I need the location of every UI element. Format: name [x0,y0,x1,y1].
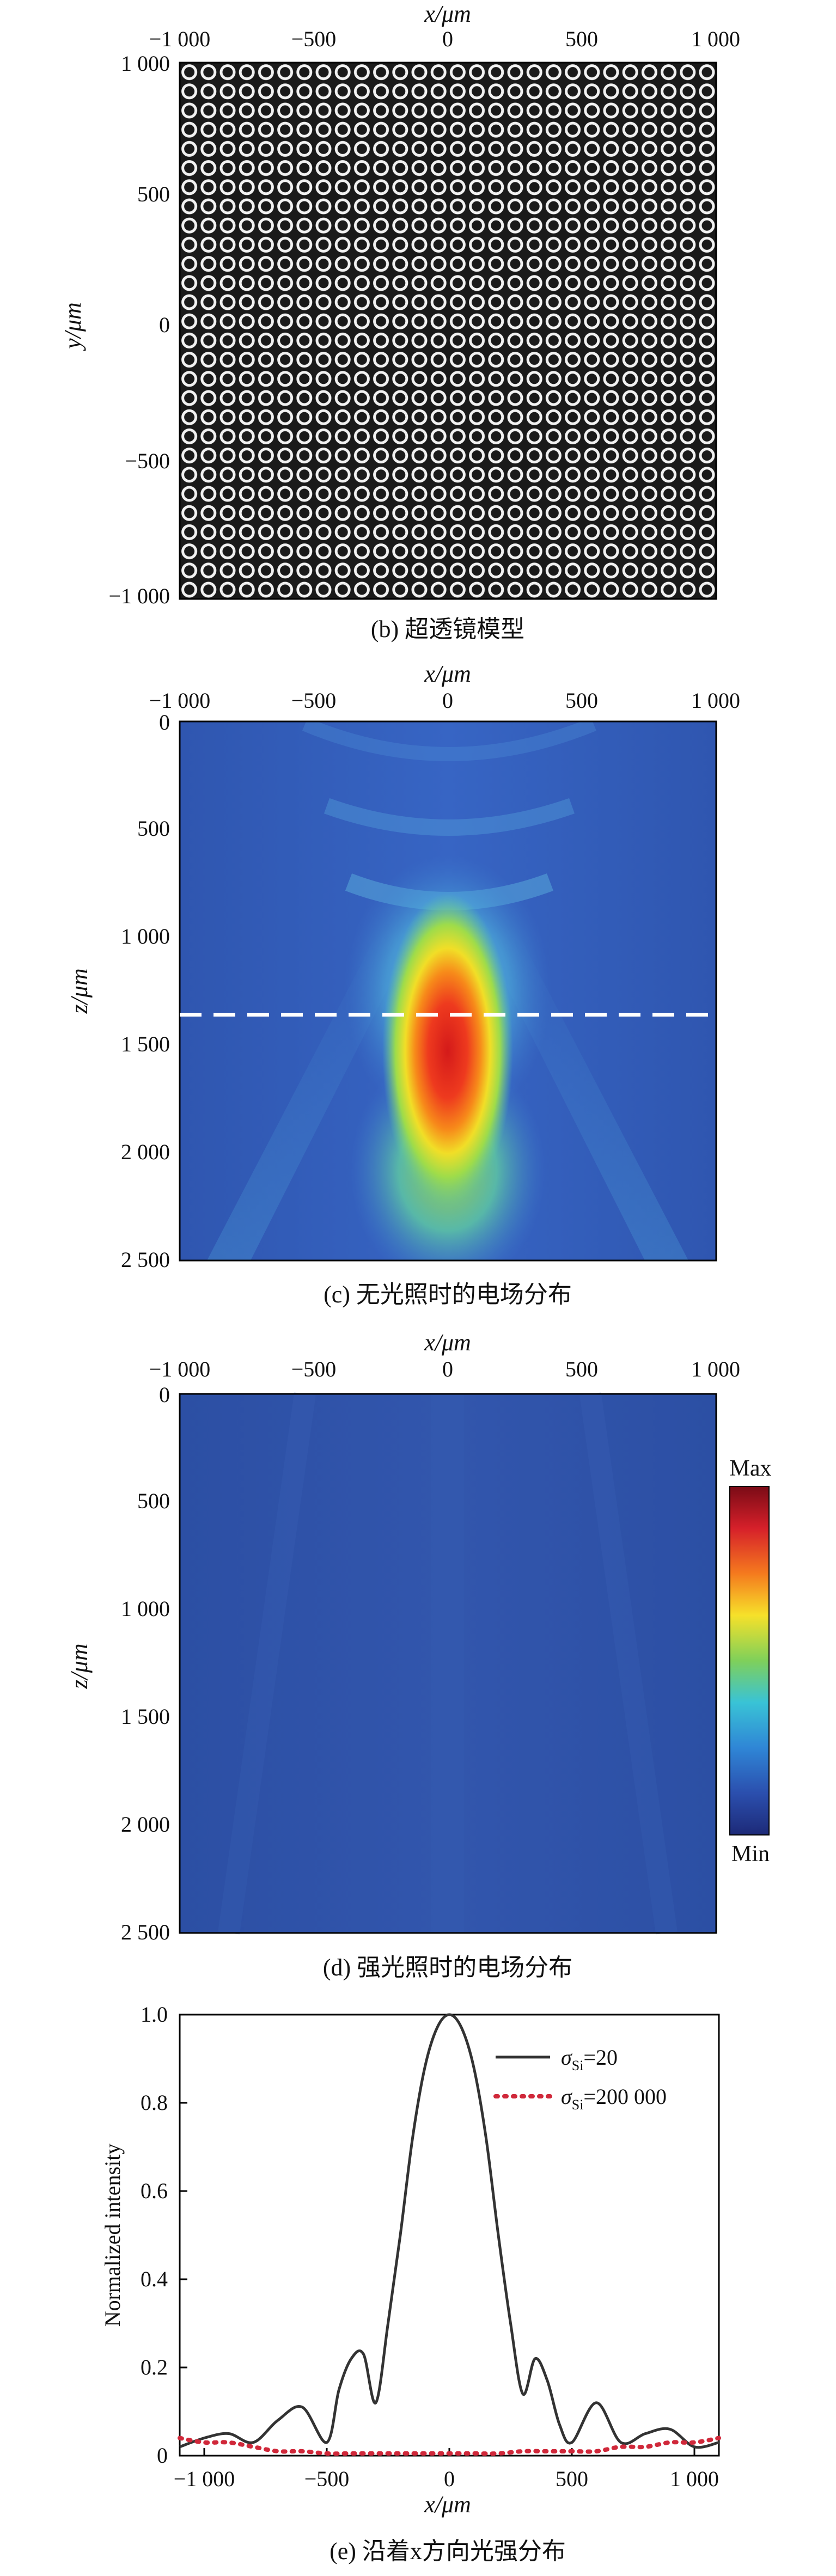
panel-c-caption: (c) 无光照时的电场分布 [324,1281,572,1308]
panel-c-y-ticks: 0 500 1 000 1 500 2 000 2 500 [121,710,170,1272]
legend-1-sigma: σ [561,2045,572,2070]
panel-b-y-tick: 0 [159,313,170,337]
panel-e-y-tick: 0.4 [141,2267,168,2291]
colorbar-max-label: Max [730,1456,772,1481]
panel-e-x-tick: −500 [304,2467,350,2491]
panel-b-x-tick: −500 [291,27,337,51]
legend-2-subscript: Si [572,2097,584,2113]
series-sigma-20-line [179,2013,719,2449]
legend-2-label: σSi=200 000 [561,2084,667,2113]
panel-b-y-tick: −1 000 [108,584,170,608]
panel-e: 1.0 0.8 0.6 0.4 0.2 0 −1 000 −500 0 500 … [100,2002,721,2565]
colorbar [729,1486,770,1835]
panel-e-x-tick: 1 000 [670,2467,719,2491]
panel-c-y-tick: 2 000 [121,1140,170,1164]
panel-d-x-tick: 0 [442,1357,453,1381]
panel-c-frame [179,720,717,1262]
panel-d-caption: (d) 强光照时的电场分布 [323,1954,572,1981]
panel-b-y-tick: −500 [125,449,170,473]
legend-2-sigma: σ [561,2084,572,2109]
panel-e-y-axis-label: Normalized intensity [100,2144,125,2327]
legend-2-value: =200 000 [583,2084,667,2109]
panel-c-y-tick: 0 [159,710,170,735]
field-map-strong-illumination [180,1392,716,1935]
panel-d-frame [179,1393,717,1934]
panel-d-y-tick: 0 [159,1382,170,1407]
panel-e-y-tick: 0 [157,2443,168,2468]
panel-e-frame [179,2014,720,2457]
metalens-model [179,62,717,600]
panel-b-x-axis-label: x/μm [424,1,471,27]
panel-c-x-tick: −500 [291,688,337,713]
panel-d-y-tick: 2 500 [121,1920,170,1944]
panel-d-y-tick: 500 [137,1489,170,1513]
panel-d-x-tick: 1 000 [691,1357,740,1381]
panel-d-y-ticks: 0 500 1 000 1 500 2 000 2 500 [121,1382,170,1944]
panel-d-x-ticks: −1 000 −500 0 500 1 000 [149,1357,740,1381]
panel-b-x-ticks: −1 000 −500 0 500 1 000 [149,27,740,51]
panel-b: x/μm −1 000 −500 0 500 1 000 1 000 500 0… [59,1,740,643]
panel-b-y-tick: 500 [137,182,170,206]
panel-c-y-tick: 1 000 [121,924,170,949]
series-sigma-200000-line [178,2436,721,2456]
panel-c-x-tick: 1 000 [691,688,740,713]
panel-d-y-tick: 1 500 [121,1704,170,1729]
panel-c-y-tick: 1 500 [121,1032,170,1056]
panel-c-x-tick: −1 000 [149,688,211,713]
panel-c-y-tick: 2 500 [121,1247,170,1272]
panel-e-y-ticks: 1.0 0.8 0.6 0.4 0.2 0 [141,2002,168,2468]
panel-c-x-tick: 500 [565,688,598,713]
panel-d-y-tick: 1 000 [121,1596,170,1621]
field-map-no-illumination [180,721,716,1261]
panel-b-x-tick: −1 000 [149,27,211,51]
panel-e-x-axis-label: x/μm [424,2491,471,2518]
panel-d-x-tick: −1 000 [149,1357,211,1381]
panel-e-y-tick: 0.8 [141,2090,168,2115]
panel-e-x-tick: −1 000 [174,2467,235,2491]
legend-1-subscript: Si [572,2058,584,2073]
panel-e-x-ticks: −1 000 −500 0 500 1 000 [174,2467,719,2491]
panel-c-x-tick: 0 [442,688,453,713]
panel-e-y-tick: 0.2 [141,2355,168,2379]
panel-b-y-ticks: 1 000 500 0 −500 −1 000 [108,51,170,608]
panel-d-x-axis-label: x/μm [424,1329,471,1356]
panel-d: x/μm −1 000 −500 0 500 1 000 0 500 1 000… [66,1329,772,1981]
legend-1-value: =20 [583,2045,618,2070]
panel-c-x-ticks: −1 000 −500 0 500 1 000 [149,688,740,713]
panel-e-y-tick: 1.0 [141,2002,168,2027]
legend-1-label: σSi=20 [561,2045,618,2073]
panel-e-x-tick: 500 [556,2467,588,2491]
panel-b-caption: (b) 超透镜模型 [371,616,524,643]
panel-d-y-axis-label: z/μm [66,1643,93,1689]
panel-d-x-tick: 500 [565,1357,598,1381]
panel-b-x-tick: 1 000 [691,27,740,51]
panel-b-x-tick: 0 [442,27,453,51]
panel-e-x-tick: 0 [444,2467,455,2491]
colorbar-min-label: Min [731,1841,770,1867]
legend: σSi=20 σSi=200 000 [493,2045,667,2113]
panel-d-y-tick: 2 000 [121,1812,170,1837]
panel-c-y-tick: 500 [137,816,170,841]
panel-d-x-tick: −500 [291,1357,337,1381]
panel-c-x-axis-label: x/μm [424,660,471,687]
panel-b-y-tick: 1 000 [121,51,170,76]
panel-b-y-axis-label: y/μm [59,302,86,351]
panel-e-caption: (e) 沿着x方向光强分布 [329,2538,566,2565]
panel-b-x-tick: 500 [565,27,598,51]
panel-e-y-tick: 0.6 [141,2179,168,2203]
panel-c: x/μm −1 000 −500 0 500 1 000 0 5 [66,660,740,1308]
panel-c-y-axis-label: z/μm [66,968,93,1014]
